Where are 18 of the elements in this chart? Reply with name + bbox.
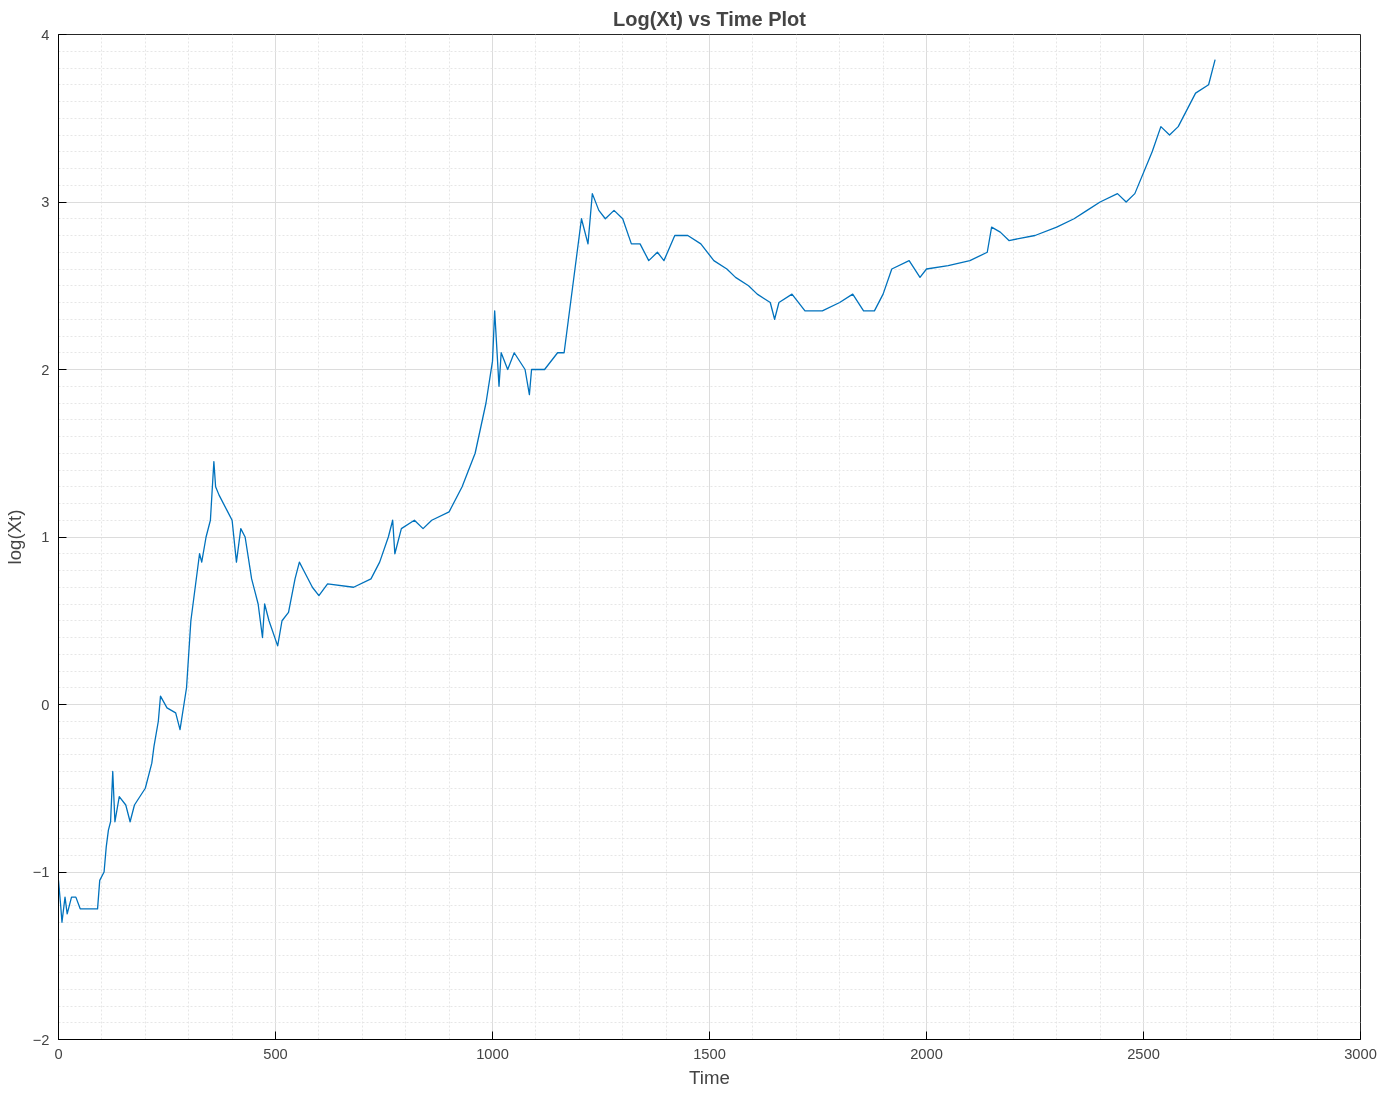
chart-title: Log(Xt) vs Time Plot (613, 7, 807, 30)
x-tick-label: 1000 (476, 1045, 509, 1062)
y-tick-label: 1 (41, 529, 50, 545)
y-tick-label: −2 (32, 1031, 50, 1048)
x-tick-label: 0 (54, 1045, 63, 1062)
y-tick-label: 0 (41, 696, 50, 713)
line-series (58, 58, 1216, 923)
x-tick-label: 500 (263, 1045, 288, 1062)
y-tick-label: 3 (41, 194, 50, 210)
x-tick-label: 1500 (693, 1045, 726, 1062)
y-tick-label: 4 (41, 26, 50, 43)
x-tick-label: 2500 (1127, 1045, 1160, 1062)
x-tick-label: 3000 (1344, 1045, 1377, 1062)
y-axis-title: log(Xt) (3, 509, 25, 565)
x-axis-title: Time (689, 1066, 730, 1088)
y-tick-label: 2 (41, 361, 50, 378)
y-tick-label: −1 (32, 864, 50, 880)
x-tick-label: 2000 (910, 1045, 943, 1062)
